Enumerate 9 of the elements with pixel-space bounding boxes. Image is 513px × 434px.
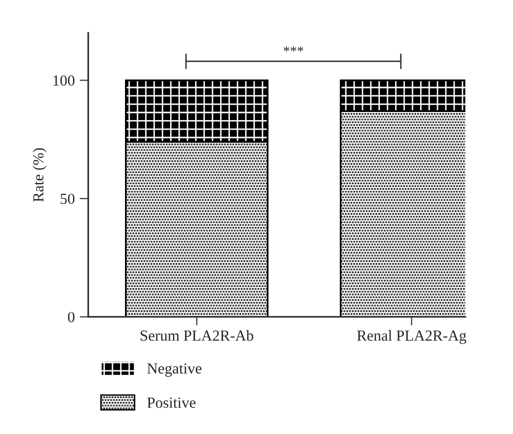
legend-label: Negative (147, 363, 202, 377)
x-tick-label: Serum PLA2R-Ab (140, 330, 254, 341)
annotation: *** (284, 46, 304, 52)
y-tick-label: 0 (68, 312, 74, 322)
y-tick-label: 100 (53, 75, 74, 86)
y-tick-label: 50 (60, 194, 74, 204)
x-tick-label: Renal PLA2R-Ag (357, 330, 466, 344)
y-axis-title: Rate (%) (32, 148, 47, 202)
legend-label: Positive (147, 398, 196, 408)
